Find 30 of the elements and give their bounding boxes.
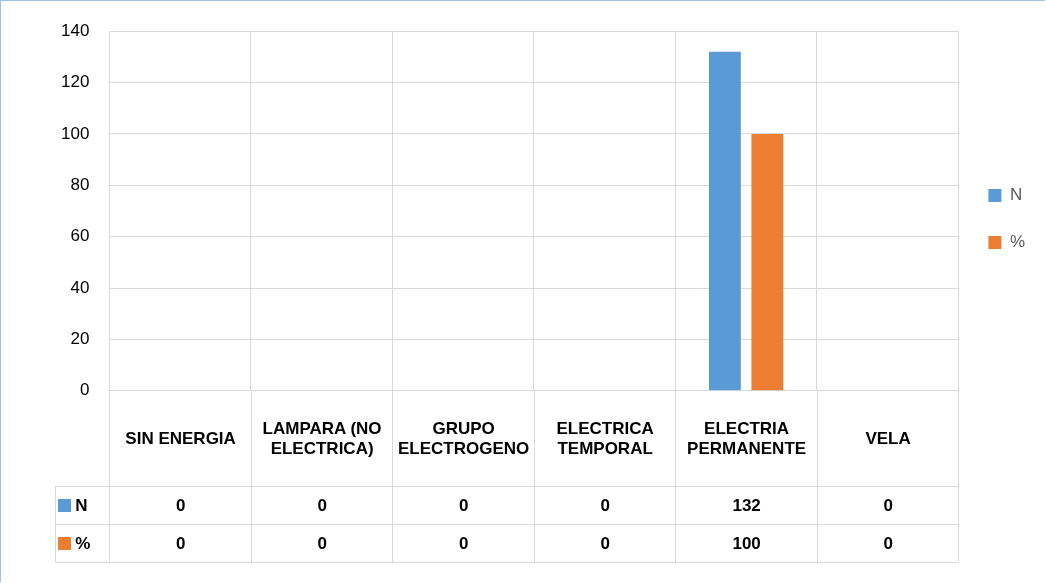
y-tick-label: 20 <box>70 329 90 349</box>
data-label: 0 <box>251 524 393 563</box>
data-label: 0 <box>534 486 676 525</box>
x-tick-label: GRUPO ELECTROGENO <box>392 390 535 487</box>
data-label: 0 <box>392 486 535 525</box>
data-label: 0 <box>109 486 252 525</box>
data-label: 0 <box>817 486 959 525</box>
x-tick-label: VELA <box>817 390 959 487</box>
data-label: 132 <box>675 486 818 525</box>
data-label: 0 <box>392 524 535 563</box>
y-tick-label: 100 <box>60 123 90 143</box>
y-tick-label: 80 <box>70 175 90 194</box>
data-label: 0 <box>817 524 959 563</box>
legend-label: N <box>1009 185 1023 205</box>
x-tick-label: SIN ENERGIA <box>109 390 252 487</box>
x-tick-label: LAMPARA (NO ELECTRICA) <box>251 390 393 487</box>
data-label: 0 <box>534 524 676 563</box>
text: N <box>75 495 88 515</box>
y-tick-label: 40 <box>70 277 90 297</box>
data-label: 100 <box>675 524 818 563</box>
legend-label: % <box>1009 232 1026 252</box>
y-tick-label: 0 <box>79 380 90 400</box>
data-label: 0 <box>109 524 252 563</box>
x-tick-label: ELECTRIA PERMANENTE <box>675 390 818 487</box>
y-tick-label: 140 <box>60 20 90 40</box>
x-tick-label: ELECTRICA TEMPORAL <box>534 390 676 487</box>
text: % <box>75 533 91 553</box>
y-tick-label: 60 <box>70 226 90 246</box>
y-tick-label: 120 <box>60 72 90 92</box>
data-label: 0 <box>251 486 393 525</box>
